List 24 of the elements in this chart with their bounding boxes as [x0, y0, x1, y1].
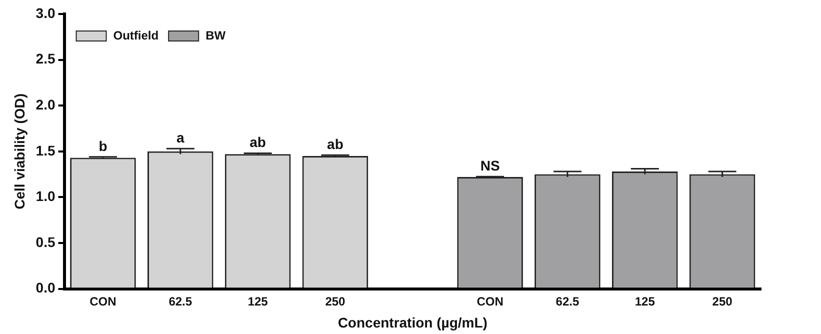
- x-tick-label: 250: [325, 294, 346, 308]
- x-tick-label: CON: [476, 294, 504, 308]
- x-tick-label: 125: [634, 294, 656, 308]
- y-tick-label: 2.0: [36, 96, 56, 112]
- y-tick-label: 0.0: [36, 280, 56, 296]
- data-label: b: [98, 138, 108, 154]
- legend-label: BW: [206, 28, 226, 42]
- legend-label: Outfield: [113, 28, 159, 42]
- x-tick-label: 125: [248, 294, 268, 308]
- y-tick-label: 0.5: [36, 234, 56, 250]
- y-axis-title: Cell viability (OD): [11, 93, 28, 210]
- x-tick-label: 62.5: [168, 294, 192, 308]
- data-label: a: [176, 130, 184, 146]
- y-tick-label: 1.0: [36, 188, 56, 204]
- data-label: NS: [480, 157, 500, 174]
- y-tick-label: 3.0: [36, 4, 56, 21]
- data-label: ab: [327, 136, 344, 152]
- x-axis-title: Concentration (µg/mL): [338, 314, 488, 330]
- y-tick-label: 1.5: [36, 142, 56, 158]
- x-tick-label: 250: [712, 294, 733, 308]
- x-tick-label: CON: [90, 294, 116, 308]
- y-tick-label: 2.5: [36, 50, 56, 67]
- data-label: ab: [250, 134, 266, 150]
- x-tick-label: 62.5: [556, 294, 580, 308]
